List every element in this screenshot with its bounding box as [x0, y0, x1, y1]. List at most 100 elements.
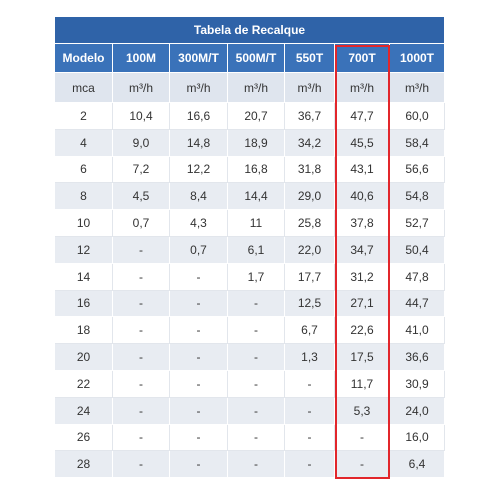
- table-cell: 12,5: [285, 290, 335, 318]
- table-cell: -: [228, 424, 285, 452]
- table-cell: -: [285, 424, 335, 452]
- table-cell: 58,4: [390, 129, 445, 157]
- table-cell: 20,7: [228, 103, 285, 130]
- table-cell: 11: [228, 210, 285, 237]
- table-cell: 44,7: [390, 290, 445, 318]
- unit-cell: m³/h: [335, 73, 390, 103]
- header-cell: 700T: [335, 44, 390, 73]
- table-cell: 30,9: [390, 371, 445, 398]
- header-cell: 1000T: [390, 44, 445, 73]
- table-cell: -: [228, 344, 285, 371]
- table-cell: 34,2: [285, 129, 335, 157]
- table-title: Tabela de Recalque: [55, 17, 445, 44]
- table-cell: 12,2: [170, 156, 228, 184]
- table-cell: 47,8: [390, 263, 445, 291]
- table-cell: -: [113, 451, 170, 479]
- header-cell: 300M/T: [170, 44, 228, 73]
- table-cell: 34,7: [335, 237, 390, 264]
- table-cell: -: [170, 397, 228, 425]
- table-cell: -: [285, 397, 335, 425]
- table-cell: 11,7: [335, 371, 390, 398]
- table-cell: 27,1: [335, 290, 390, 318]
- table-cell: 56,6: [390, 156, 445, 184]
- table-cell: -: [170, 344, 228, 371]
- table-cell: 37,8: [335, 210, 390, 237]
- table-cell: 0,7: [170, 237, 228, 264]
- table-cell: 16,8: [228, 156, 285, 184]
- table-cell: 50,4: [390, 237, 445, 264]
- table-cell: 6,1: [228, 237, 285, 264]
- table-cell: -: [228, 290, 285, 318]
- row-label: 8: [55, 183, 113, 211]
- table-cell: 41,0: [390, 317, 445, 345]
- table-cell: 6,7: [285, 317, 335, 345]
- table-cell: -: [170, 317, 228, 345]
- table-cell: 29,0: [285, 183, 335, 211]
- unit-cell: m³/h: [285, 73, 335, 103]
- table-cell: 4,5: [113, 183, 170, 211]
- row-label: 10: [55, 210, 113, 237]
- row-label: 14: [55, 263, 113, 291]
- table-cell: 14,4: [228, 183, 285, 211]
- table-cell: 45,5: [335, 129, 390, 157]
- table-cell: -: [113, 290, 170, 318]
- table-cell: -: [335, 451, 390, 479]
- row-label: 16: [55, 290, 113, 318]
- table-cell: -: [113, 371, 170, 398]
- table-cell: 22,0: [285, 237, 335, 264]
- table-cell: 18,9: [228, 129, 285, 157]
- unit-cell: m³/h: [390, 73, 445, 103]
- row-label: 26: [55, 424, 113, 452]
- table-cell: 4,3: [170, 210, 228, 237]
- table-cell: 10,4: [113, 103, 170, 130]
- table-cell: -: [113, 237, 170, 264]
- table-cell: -: [113, 344, 170, 371]
- table-cell: 36,6: [390, 344, 445, 371]
- unit-cell: m³/h: [113, 73, 170, 103]
- unit-cell: m³/h: [170, 73, 228, 103]
- table-cell: -: [113, 424, 170, 452]
- table-cell: 1,7: [228, 263, 285, 291]
- table-cell: 1,3: [285, 344, 335, 371]
- unit-cell: m³/h: [228, 73, 285, 103]
- table-cell: 52,7: [390, 210, 445, 237]
- table-cell: 16,6: [170, 103, 228, 130]
- table-cell: 17,7: [285, 263, 335, 291]
- header-cell: 550T: [285, 44, 335, 73]
- row-label: 4: [55, 129, 113, 157]
- table-cell: -: [285, 371, 335, 398]
- table-cell: 60,0: [390, 103, 445, 130]
- table-cell: 8,4: [170, 183, 228, 211]
- row-label: 6: [55, 156, 113, 184]
- table-cell: -: [113, 263, 170, 291]
- table-cell: -: [228, 397, 285, 425]
- row-label: 28: [55, 451, 113, 479]
- table-cell: 25,8: [285, 210, 335, 237]
- table-cell: -: [170, 290, 228, 318]
- highlight-box: [335, 45, 390, 479]
- row-label: 18: [55, 317, 113, 345]
- header-cell: 500M/T: [228, 44, 285, 73]
- table-cell: -: [228, 371, 285, 398]
- row-label: 2: [55, 103, 113, 130]
- table-cell: -: [285, 451, 335, 479]
- table-cell: -: [228, 317, 285, 345]
- table-cell: 16,0: [390, 424, 445, 452]
- table-cell: 0,7: [113, 210, 170, 237]
- table-cell: 9,0: [113, 129, 170, 157]
- table-cell: 14,8: [170, 129, 228, 157]
- table-cell: 40,6: [335, 183, 390, 211]
- table-cell: 22,6: [335, 317, 390, 345]
- table-cell: 36,7: [285, 103, 335, 130]
- table-cell: -: [228, 451, 285, 479]
- row-label: 22: [55, 371, 113, 398]
- table-cell: 31,8: [285, 156, 335, 184]
- table-cell: 6,4: [390, 451, 445, 479]
- table-cell: -: [170, 263, 228, 291]
- table-cell: 31,2: [335, 263, 390, 291]
- table-cell: 17,5: [335, 344, 390, 371]
- table-cell: 54,8: [390, 183, 445, 211]
- table-cell: 7,2: [113, 156, 170, 184]
- row-label: 12: [55, 237, 113, 264]
- table-cell: -: [170, 451, 228, 479]
